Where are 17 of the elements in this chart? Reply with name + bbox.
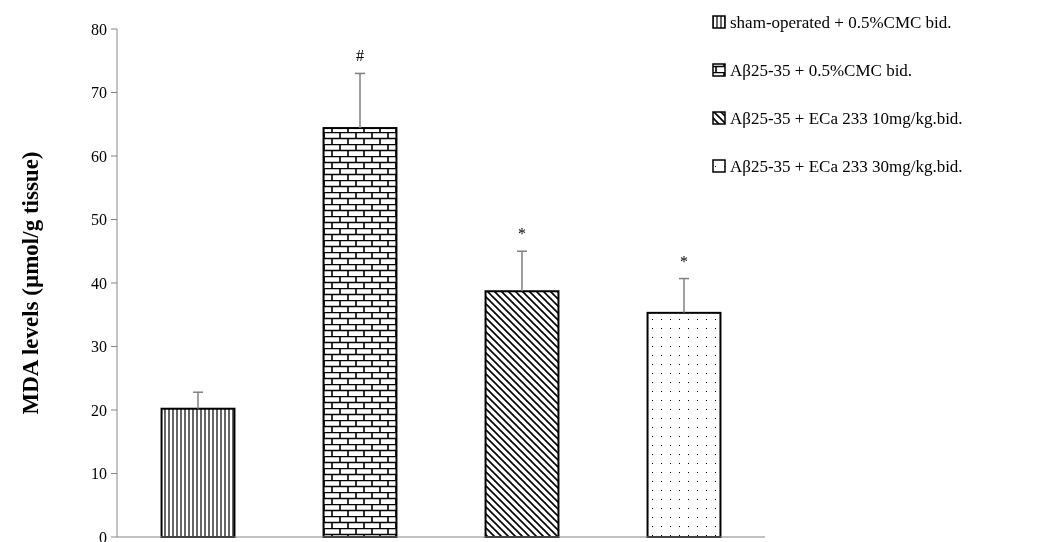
annotation: * bbox=[680, 252, 688, 270]
legend-label: Aβ25-35 + ECa 233 30mg/kg.bid. bbox=[730, 156, 963, 176]
y-tick-label: 10 bbox=[91, 465, 107, 483]
y-tick-label: 80 bbox=[91, 20, 107, 38]
legend-label: Aβ25-35 + 0.5%CMC bid. bbox=[730, 60, 913, 80]
y-axis-title: MDA levels (µmol/g tissue) bbox=[18, 151, 44, 415]
y-tick-label: 20 bbox=[91, 401, 107, 419]
legend-label: Aβ25-35 + ECa 233 10mg/kg.bid. bbox=[730, 108, 963, 128]
y-tick-label: 30 bbox=[91, 338, 107, 356]
annotation: # bbox=[356, 47, 364, 65]
y-tick-label: 60 bbox=[91, 147, 107, 165]
annotation: * bbox=[518, 225, 526, 243]
y-tick-label: 40 bbox=[91, 274, 107, 292]
y-tick-label: 0 bbox=[99, 528, 107, 542]
y-tick-label: 50 bbox=[91, 211, 107, 229]
legend-label: sham-operated + 0.5%CMC bid. bbox=[730, 12, 952, 32]
y-tick-label: 70 bbox=[91, 84, 107, 102]
